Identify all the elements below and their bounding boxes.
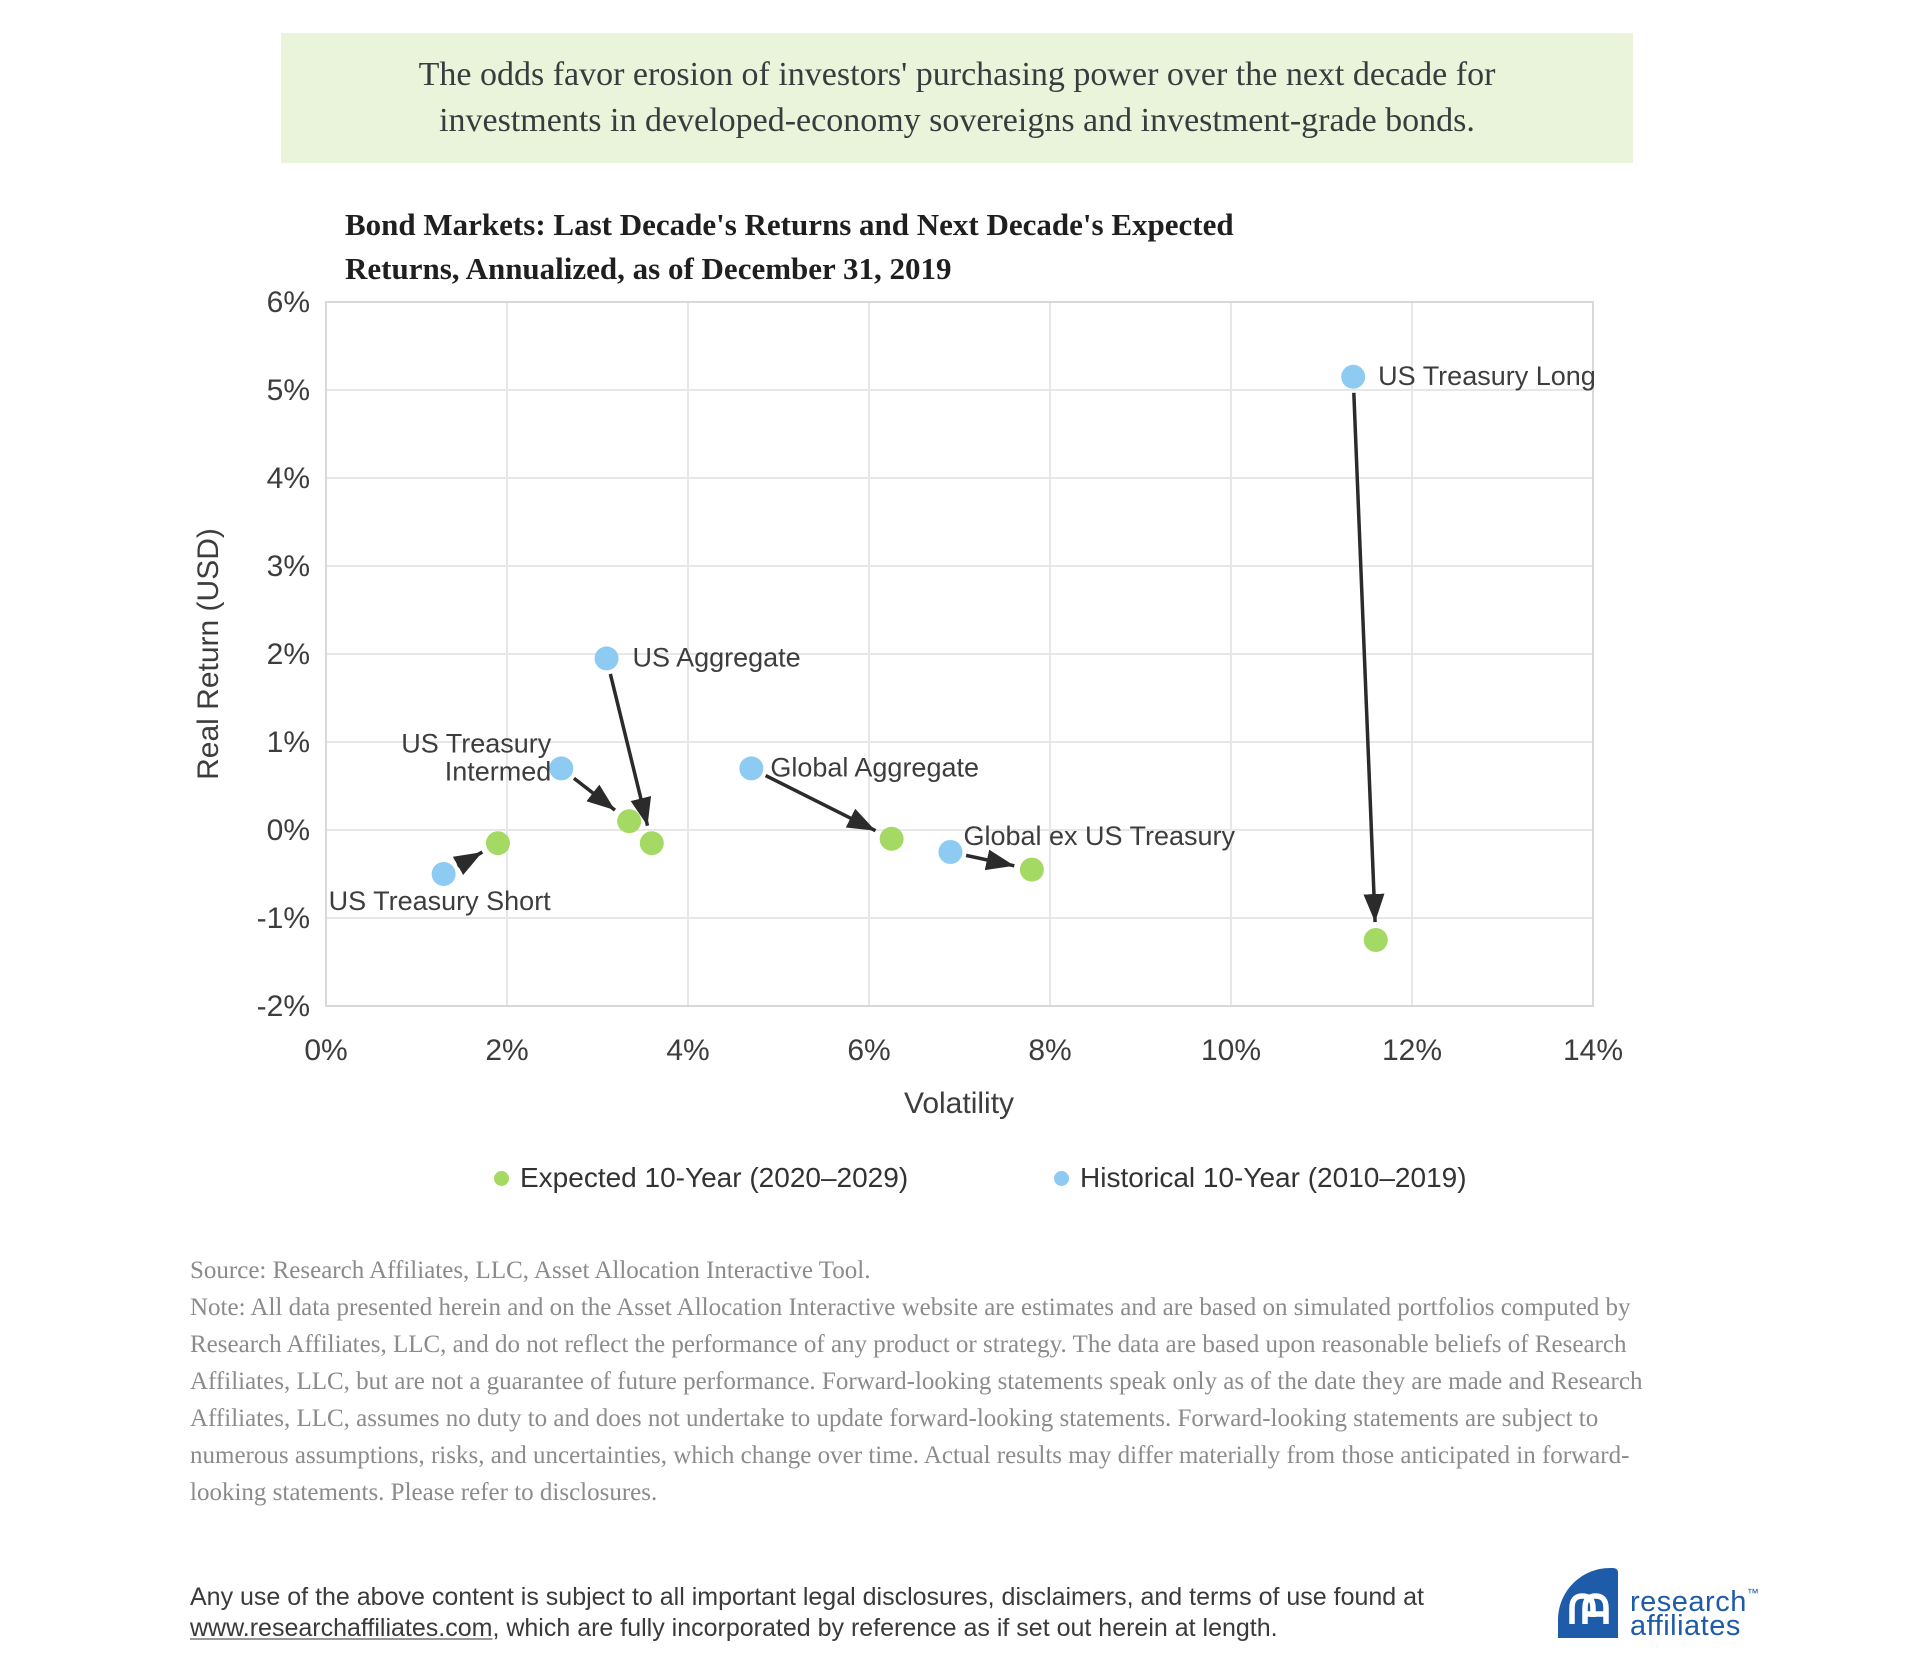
point-label-us-aggregate: US Aggregate: [633, 642, 801, 672]
chart-title-line-2: Returns, Annualized, as of December 31, …: [345, 251, 952, 286]
note-line: Note: All data presented herein and on t…: [190, 1294, 1631, 1321]
point-historical-us-treasury-long: [1341, 364, 1366, 389]
chart-title-line-1: Bond Markets: Last Decade's Returns and …: [345, 207, 1234, 242]
logo-word-1: research™: [1630, 1586, 1759, 1618]
notes-block: Source: Research Affiliates, LLC, Asset …: [190, 1252, 1642, 1511]
logo-wordmark: research™ affiliates: [1630, 1568, 1759, 1642]
ra-logo-mark-icon: [1558, 1568, 1618, 1638]
source-line: Source: Research Affiliates, LLC, Asset …: [190, 1257, 871, 1284]
point-expected-us-treasury-intermed: [617, 809, 642, 834]
x-tick-label-12: 12%: [1382, 1034, 1442, 1067]
point-historical-us-treasury-intermed: [549, 756, 574, 781]
banner-line-2: investments in developed-economy soverei…: [439, 102, 1475, 139]
y-tick-label-0: 0%: [267, 814, 310, 847]
chart-title: Bond Markets: Last Decade's Returns and …: [345, 203, 1234, 291]
y-tick-label--1: -1%: [257, 902, 310, 935]
y-tick-label-3: 3%: [267, 550, 310, 583]
point-historical-us-aggregate: [594, 646, 619, 671]
legend-dot-historical-icon: [1054, 1170, 1069, 1186]
point-label-us-treasury-intermed: US Treasury: [401, 728, 552, 758]
arrow-us-aggregate: [608, 673, 652, 827]
point-historical-global-ex-us-treasury: [938, 840, 963, 864]
legend-label-historical: Historical 10-Year (2010–2019): [1080, 1162, 1467, 1193]
point-expected-us-treasury-long: [1363, 928, 1388, 952]
x-tick-label-4: 4%: [666, 1034, 709, 1067]
point-expected-us-aggregate: [639, 831, 664, 856]
legend-dot-expected-icon: [494, 1170, 509, 1186]
point-label-us-treasury-short: US Treasury Short: [329, 886, 552, 916]
logo-word-2: affiliates: [1630, 1610, 1741, 1642]
research-affiliates-logo: research™ affiliates: [1558, 1568, 1759, 1642]
point-expected-global-ex-us-treasury: [1019, 857, 1044, 882]
x-tick-label-8: 8%: [1028, 1034, 1071, 1067]
disclaimer-line-1: Any use of the above content is subject …: [190, 1583, 1424, 1611]
y-tick-label-1: 1%: [267, 726, 310, 759]
y-tick-label--2: -2%: [257, 990, 310, 1023]
point-label-global-aggregate: Global Aggregate: [770, 752, 979, 782]
grid-layer: 0% 2% 4% 6% 8% 10% 12% 14% 6% 5% 4% 3% 2% 1% 0% -1% -2%: [257, 286, 1623, 1067]
legend-label-expected: Expected 10-Year (2020–2029): [520, 1162, 909, 1193]
arrow-us-treasury-intermed: [572, 776, 617, 812]
point-label-global-ex-us-treasury: Global ex US Treasury: [963, 821, 1235, 851]
y-tick-label-5: 5%: [267, 374, 310, 407]
key-takeaway-banner: The odds favor erosion of investors' pur…: [281, 33, 1633, 163]
point-label-us-treasury-long: US Treasury Long: [1378, 361, 1596, 391]
arrow-global-aggregate: [764, 774, 877, 833]
trademark-symbol: ™: [1746, 1586, 1759, 1600]
x-axis-title: Volatility: [904, 1087, 1014, 1120]
legend-item-expected: Expected 10-Year (2020–2029): [494, 1162, 908, 1194]
x-tick-label-0: 0%: [304, 1034, 347, 1067]
x-tick-label-10: 10%: [1201, 1034, 1261, 1067]
y-tick-label-4: 4%: [267, 462, 310, 495]
y-tick-label-2: 2%: [267, 638, 310, 671]
note-line: looking statements. Please refer to disc…: [190, 1479, 658, 1506]
note-line: Affiliates, LLC, assumes no duty to and …: [190, 1405, 1599, 1432]
researchaffiliates-link[interactable]: www.researchaffiliates.com: [190, 1614, 493, 1642]
plot-border: [325, 301, 1594, 1007]
point-expected-global-aggregate: [879, 826, 904, 851]
x-tick-label-6: 6%: [847, 1034, 890, 1067]
note-line: numerous assumptions, risks, and uncerta…: [190, 1442, 1630, 1469]
arrow-us-treasury-short: [452, 850, 484, 876]
note-line: Research Affiliates, LLC, and do not ref…: [190, 1331, 1627, 1358]
y-axis-title: Real Return (USD): [192, 528, 225, 780]
legal-disclaimer: Any use of the above content is subject …: [190, 1582, 1424, 1644]
y-tick-label-6: 6%: [267, 286, 310, 319]
point-historical-global-aggregate: [739, 756, 764, 781]
scatter-plot: 0% 2% 4% 6% 8% 10% 12% 14%6%5%4%3%2%1%0%-1%-2% …: [192, 286, 1623, 1120]
arrow-global-ex-us-treasury: [965, 849, 1015, 871]
disclaimer-line-2-rest: , which are fully incorporated by refere…: [492, 1614, 1278, 1642]
point-historical-us-treasury-short: [431, 862, 456, 886]
arrow-us-treasury-long: [1352, 392, 1385, 923]
x-tick-label-14: 14%: [1563, 1034, 1623, 1067]
banner-line-1: The odds favor erosion of investors' pur…: [418, 56, 1496, 93]
disclaimer-line-2: www.researchaffiliates.com, which are fu…: [190, 1613, 1424, 1644]
point-expected-us-treasury-short: [485, 831, 510, 856]
legend-item-historical: Historical 10-Year (2010–2019): [1054, 1162, 1467, 1194]
x-tick-label-2: 2%: [485, 1034, 528, 1067]
note-line: Affiliates, LLC, but are not a guarantee…: [190, 1368, 1643, 1395]
point-label-us-treasury-intermed: Intermed: [445, 756, 552, 786]
